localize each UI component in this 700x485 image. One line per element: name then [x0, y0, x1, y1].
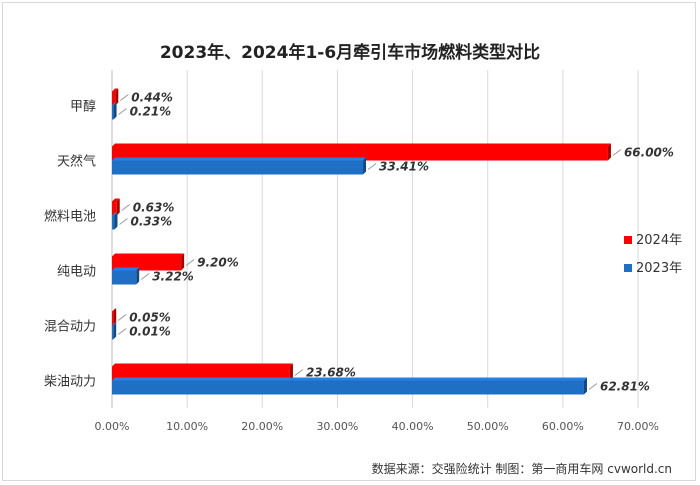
category-label: 柴油动力 — [44, 375, 96, 390]
bar-side — [583, 377, 587, 395]
category-label: 甲醇 — [70, 99, 96, 115]
x-tick-label: 70.00% — [617, 420, 659, 433]
leader-line — [119, 218, 128, 225]
bar-side — [113, 322, 117, 340]
x-tick-label: 10.00% — [166, 420, 208, 433]
leader-line — [185, 259, 195, 266]
category-label: 天然气 — [57, 154, 96, 170]
bar-side — [181, 253, 185, 271]
bar-top — [112, 377, 587, 381]
leader-line — [117, 328, 127, 335]
bar-side — [136, 267, 140, 285]
x-axis-ticks: 0.00% 10.00% 20.00% 30.00% 40.00% 50.00% 60.00… — [95, 420, 659, 433]
legend-label: 2023年 — [636, 261, 682, 276]
bar — [112, 91, 116, 106]
bar-top — [112, 267, 140, 271]
leader-line — [118, 108, 127, 115]
legend-label: 2024年 — [636, 233, 682, 248]
x-tick-label: 30.00% — [316, 420, 358, 433]
bar — [112, 325, 114, 340]
data-label: 3.22% — [152, 270, 194, 284]
bar-side — [289, 363, 293, 381]
leader-line — [117, 314, 127, 321]
bar — [112, 160, 364, 175]
bar — [112, 215, 115, 230]
bar — [112, 146, 608, 161]
x-tick-label: 40.00% — [392, 420, 434, 433]
x-tick-label: 20.00% — [241, 420, 283, 433]
bar-side — [116, 198, 120, 216]
bar — [112, 380, 584, 395]
bar-top — [112, 253, 185, 257]
bar-top — [112, 102, 117, 106]
x-tick-label: 50.00% — [467, 420, 509, 433]
data-label: 9.20% — [197, 256, 239, 270]
leader-line — [121, 204, 131, 211]
data-label: 23.68% — [306, 366, 356, 380]
data-label: 0.21% — [130, 105, 172, 119]
bar — [112, 105, 114, 120]
bar-side — [113, 308, 117, 326]
data-label: 0.63% — [133, 201, 175, 215]
chart-frame — [2, 2, 696, 481]
x-tick-label: 60.00% — [542, 420, 584, 433]
bar-top — [112, 308, 117, 312]
bar — [112, 311, 114, 326]
bar-top — [112, 198, 120, 202]
x-tick-label: 0.00% — [95, 420, 130, 433]
category-label: 纯电动 — [57, 265, 96, 280]
leader-line — [367, 163, 377, 170]
bar-top — [112, 88, 119, 92]
chart-title: 2023年、2024年1-6月牵引车市场燃料类型对比 — [159, 43, 541, 63]
data-label: 0.33% — [130, 215, 172, 229]
bar-side — [363, 157, 367, 175]
bar-side — [607, 143, 611, 161]
bar — [112, 201, 117, 216]
leader-line — [294, 369, 304, 376]
category-label: 燃料电池 — [44, 209, 96, 225]
data-label: 66.00% — [624, 146, 674, 160]
bar-top — [112, 212, 118, 216]
leader-line — [612, 149, 622, 156]
bar-side — [114, 212, 118, 230]
legend: 2024年 2023年 — [624, 233, 682, 276]
data-label: 0.01% — [129, 325, 171, 339]
bar-top — [112, 322, 117, 326]
legend-swatch — [624, 264, 632, 272]
bars: 0.44%0.21% 66.00% 33.41% 0.63%0.33% 9.20%3.2… — [112, 88, 674, 395]
bar-top — [112, 143, 611, 147]
data-label: 0.05% — [129, 311, 171, 325]
bar-top — [112, 363, 293, 367]
leader-line — [140, 273, 150, 280]
bar-side — [113, 102, 117, 120]
grid-lines — [111, 70, 639, 408]
data-label: 62.81% — [600, 380, 650, 394]
bar-side — [115, 88, 119, 106]
leader-line — [120, 94, 129, 101]
legend-swatch — [624, 236, 632, 244]
bar — [112, 256, 182, 271]
category-label: 混合动力 — [44, 320, 96, 335]
data-label: 33.41% — [379, 160, 429, 174]
bar — [112, 366, 290, 381]
data-label: 0.44% — [131, 91, 173, 105]
source-note: 数据来源：交强险统计 制图：第一商用车网 cvworld.cn — [371, 462, 672, 476]
leader-line — [588, 383, 598, 390]
bar-top — [112, 157, 367, 161]
bar — [112, 270, 137, 285]
